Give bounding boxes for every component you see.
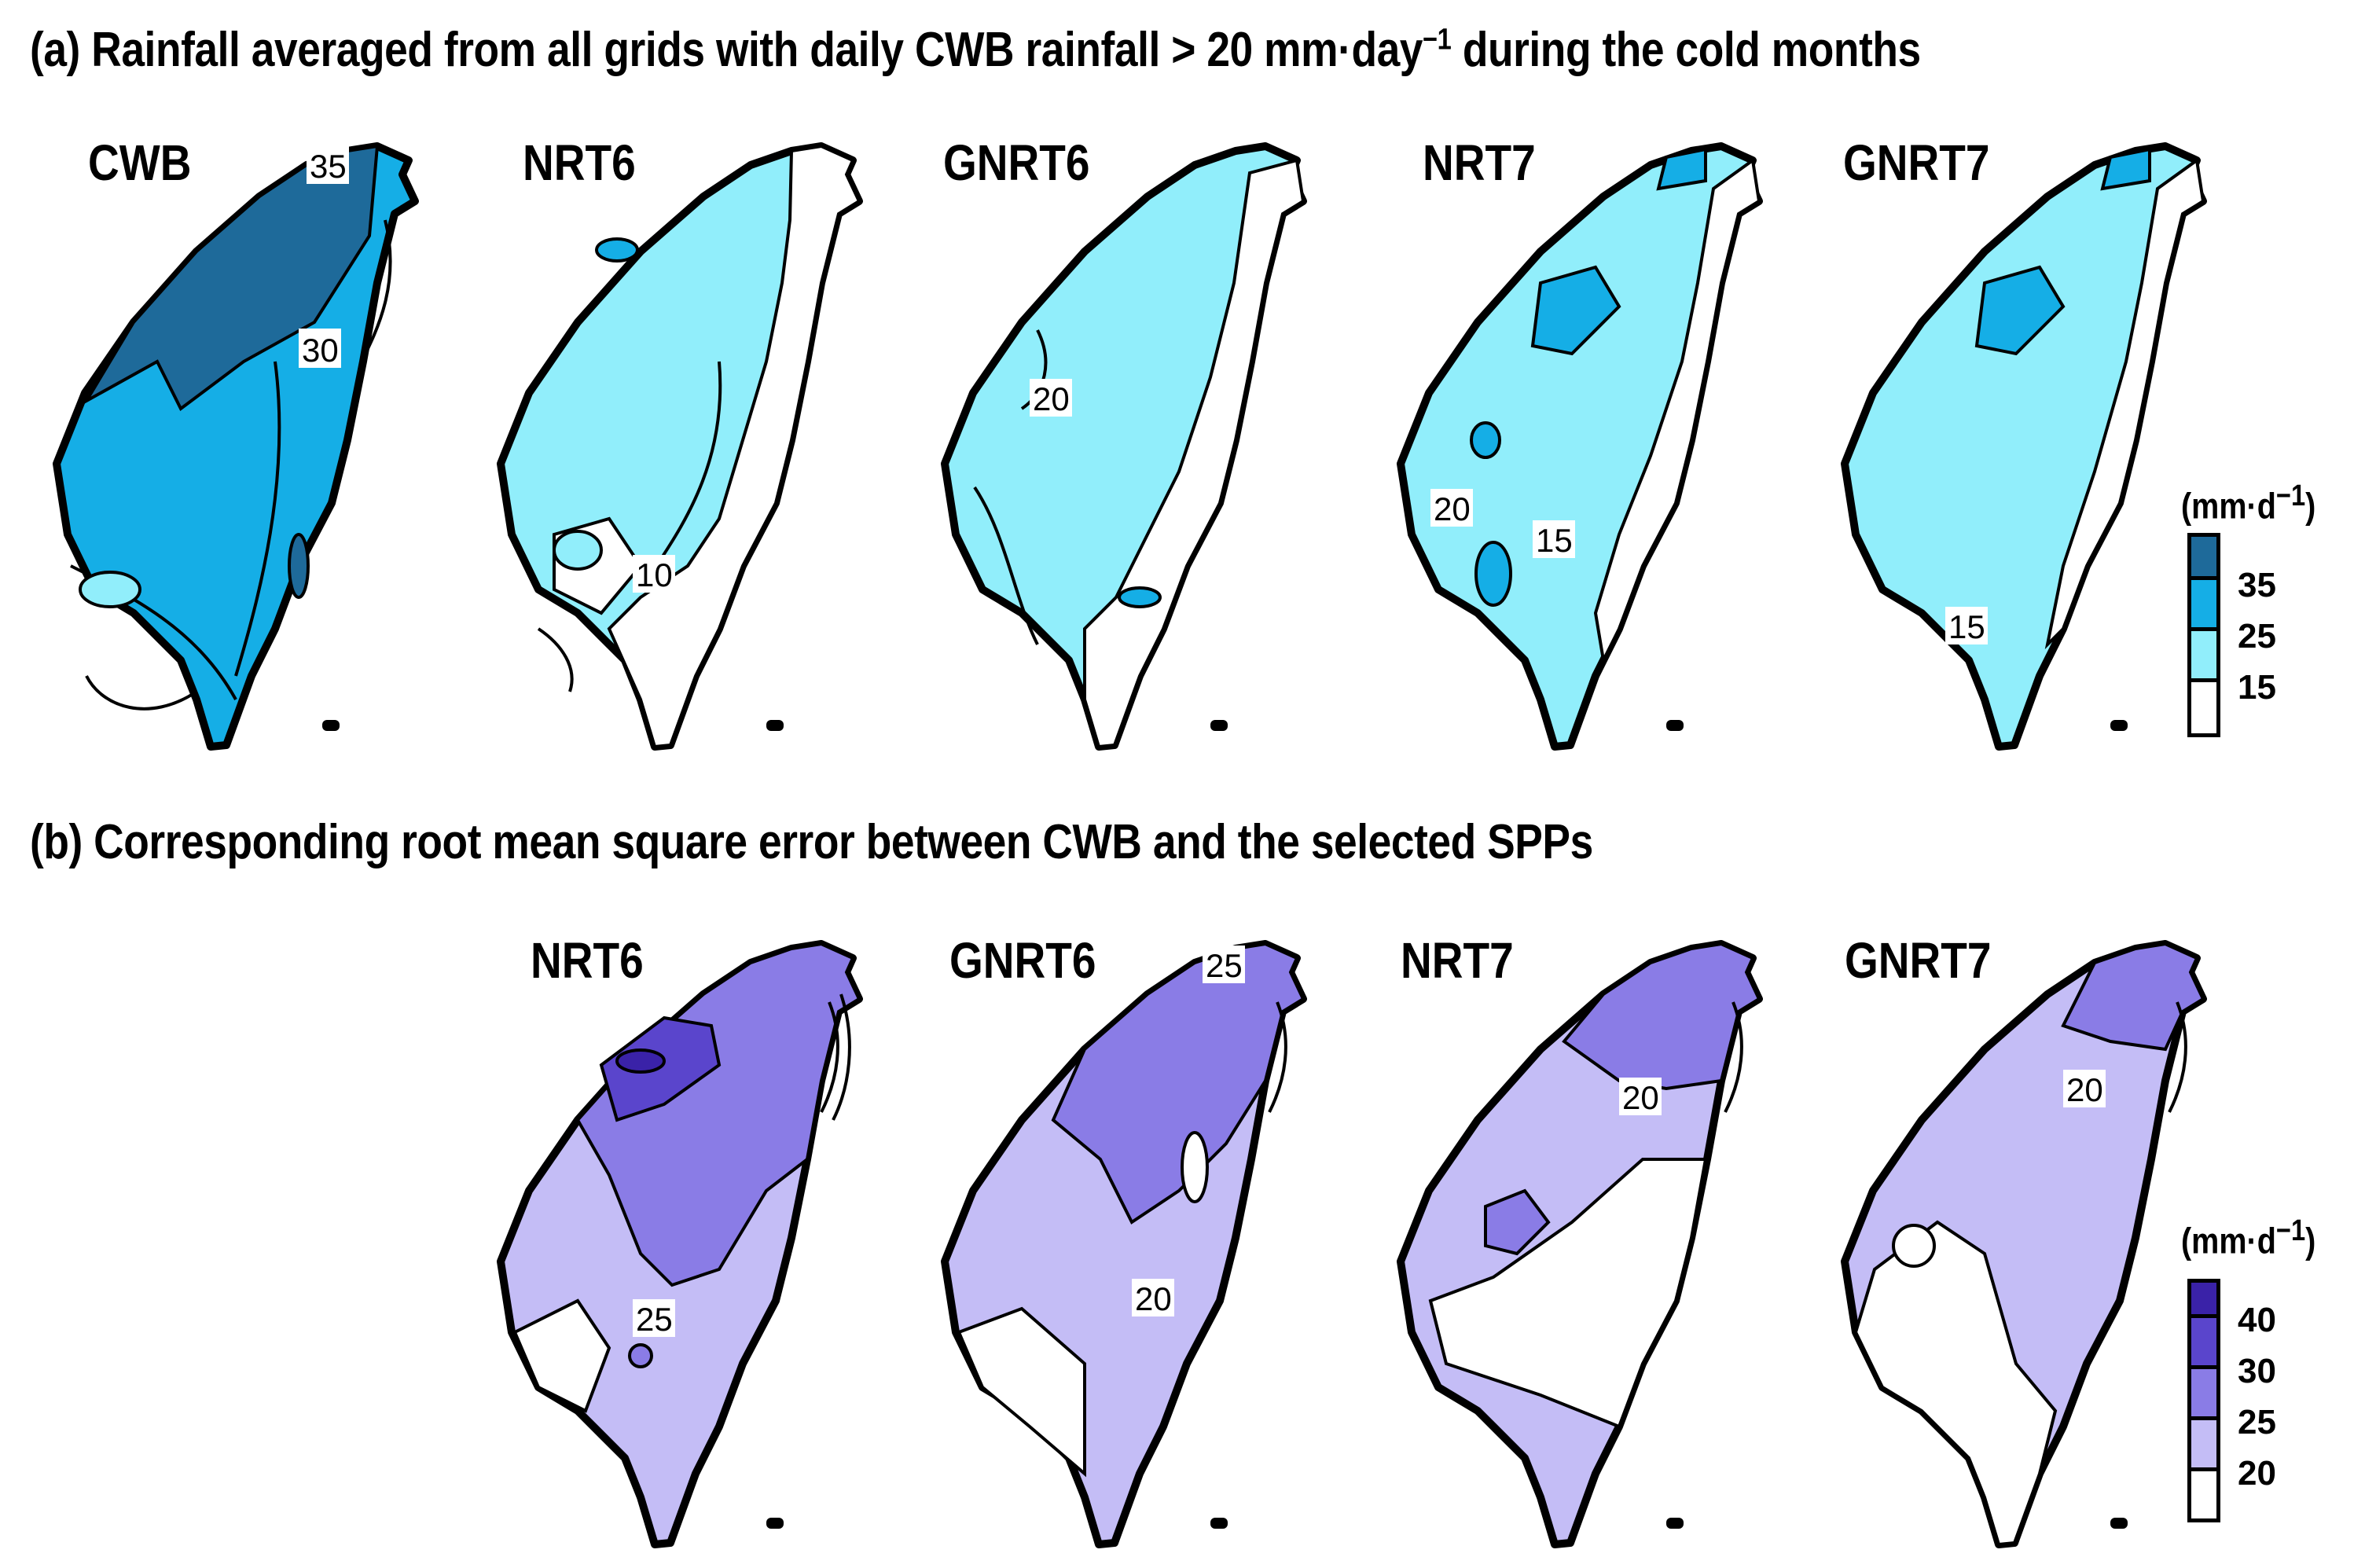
legend-swatch: [2187, 1279, 2220, 1318]
island-marker: [766, 720, 784, 731]
legend-tick: 35: [2238, 566, 2276, 604]
contour-peak: [615, 1048, 666, 1074]
panel-label-gnrt7: GNRT7: [1843, 134, 1990, 191]
panel-label-b-gnrt7: GNRT7: [1845, 932, 1992, 989]
zone-high: [2100, 147, 2151, 191]
contour-label: 15: [1536, 522, 1573, 559]
island-marker: [1210, 1518, 1228, 1529]
contour-line: [832, 993, 851, 1121]
contour-peak: [288, 533, 310, 599]
legend-tick: 15: [2238, 668, 2276, 707]
title-a: (a) Rainfall averaged from all grids wit…: [30, 23, 1921, 77]
legend-unit: (mm·d−1): [2181, 1214, 2316, 1261]
legend-a: (mm·d−1) 35 25 15: [2173, 479, 2338, 762]
island-marker: [2110, 1518, 2128, 1529]
contour-minimum: [79, 571, 141, 608]
contour-label: 20: [2066, 1071, 2103, 1108]
zone-high: [2061, 942, 2205, 1052]
contour-peak: [1470, 421, 1501, 459]
contour-line: [360, 219, 392, 362]
legend-swatch: [2187, 576, 2220, 631]
panel-label-nrt6: NRT6: [523, 134, 636, 191]
title-b: (b) Corresponding root mean square error…: [30, 815, 1593, 869]
island-marker: [1210, 720, 1228, 731]
panel-label-gnrt6: GNRT6: [943, 134, 1090, 191]
panel-b-nrt6: 25 NRT6: [483, 924, 892, 1552]
panel-a-gnrt6: 20 GNRT6: [927, 126, 1336, 755]
legend-b: (mm·d−1) 40 30 25 20: [2173, 1214, 2338, 1522]
contour-label: 25: [636, 1301, 673, 1338]
island-marker: [766, 1518, 784, 1529]
contour-minimum: [553, 530, 603, 571]
zone-low: [1593, 157, 1761, 666]
legend-swatch: [2187, 627, 2220, 682]
contour-label: 20: [1434, 490, 1471, 527]
island-marker: [322, 720, 340, 731]
contour-peak: [1118, 586, 1162, 608]
legend-swatch: [2187, 533, 2220, 580]
zone-low: [1853, 1220, 2058, 1547]
contour-line: [2168, 1001, 2187, 1113]
contour-peak: [628, 1343, 653, 1368]
contour-label: 25: [1206, 947, 1243, 984]
island-marker: [1666, 720, 1684, 731]
contour-line: [85, 675, 198, 711]
zone-low: [1428, 1158, 1708, 1429]
contour-label: 20: [1135, 1280, 1172, 1317]
zone-high: [1530, 265, 1621, 356]
zone-low: [512, 1298, 611, 1413]
legend-tick: 30: [2238, 1352, 2276, 1390]
contour-line: [973, 486, 1039, 645]
panel-b-gnrt7: 20 GNRT7: [1827, 924, 2236, 1552]
panel-b-nrt7: 20 NRT7: [1383, 924, 1792, 1552]
contour-label: 35: [310, 148, 347, 185]
legend-tick: 25: [2238, 617, 2276, 655]
legend-tick: 40: [2238, 1301, 2276, 1339]
legend-tick: 25: [2238, 1403, 2276, 1441]
zone-high: [1656, 147, 1707, 191]
panel-b-gnrt6: 25 20 GNRT6: [927, 924, 1336, 1552]
panel-label-b-gnrt6: GNRT6: [949, 932, 1096, 989]
zone-high: [82, 144, 380, 412]
contour-label: 10: [636, 556, 673, 593]
panel-a-gnrt7: 15 GNRT7: [1827, 126, 2236, 755]
legend-unit: (mm·d−1): [2181, 479, 2316, 527]
contour-peak: [1474, 541, 1512, 607]
panel-a-nrt6: 10 NRT6: [483, 126, 892, 755]
zone-low: [2044, 157, 2205, 650]
zone-low: [607, 144, 861, 749]
panel-label-b-nrt7: NRT7: [1401, 932, 1514, 989]
contour-label: 15: [1948, 608, 1985, 645]
panel-a-cwb: 35 30 CWB: [39, 126, 448, 755]
legend-tick: 20: [2238, 1454, 2276, 1493]
contour-label: 20: [1622, 1079, 1659, 1116]
contour-label: 20: [1033, 380, 1070, 417]
contour-line: [820, 1001, 839, 1113]
legend-swatch: [2187, 1314, 2220, 1369]
panel-label-cwb: CWB: [88, 134, 192, 191]
zone-high: [1562, 942, 1761, 1091]
panel-label-b-nrt6: NRT6: [531, 932, 644, 989]
zone-low: [957, 1306, 1086, 1478]
island-marker: [1666, 1518, 1684, 1529]
zone-high: [1974, 265, 2066, 356]
panel-a-nrt7: 20 15 NRT7: [1383, 126, 1792, 755]
contour-line: [655, 361, 722, 567]
contour-minimum: [1892, 1224, 1936, 1268]
panel-label-nrt7: NRT7: [1423, 134, 1536, 191]
legend-swatch: [2187, 1365, 2220, 1420]
contour-line: [1020, 329, 1048, 410]
contour-minimum: [595, 237, 639, 263]
contour-line: [1268, 1001, 1287, 1113]
legend-swatch: [2187, 1416, 2220, 1471]
legend-swatch: [2187, 678, 2220, 737]
contour-line: [537, 627, 574, 692]
zone-high: [1484, 1188, 1551, 1256]
contour-minimum: [1181, 1131, 1209, 1203]
contour-line: [1724, 1001, 1743, 1113]
contour-line: [234, 361, 281, 677]
contour-label: 30: [302, 332, 339, 369]
legend-swatch: [2187, 1467, 2220, 1522]
island-marker: [2110, 720, 2128, 731]
